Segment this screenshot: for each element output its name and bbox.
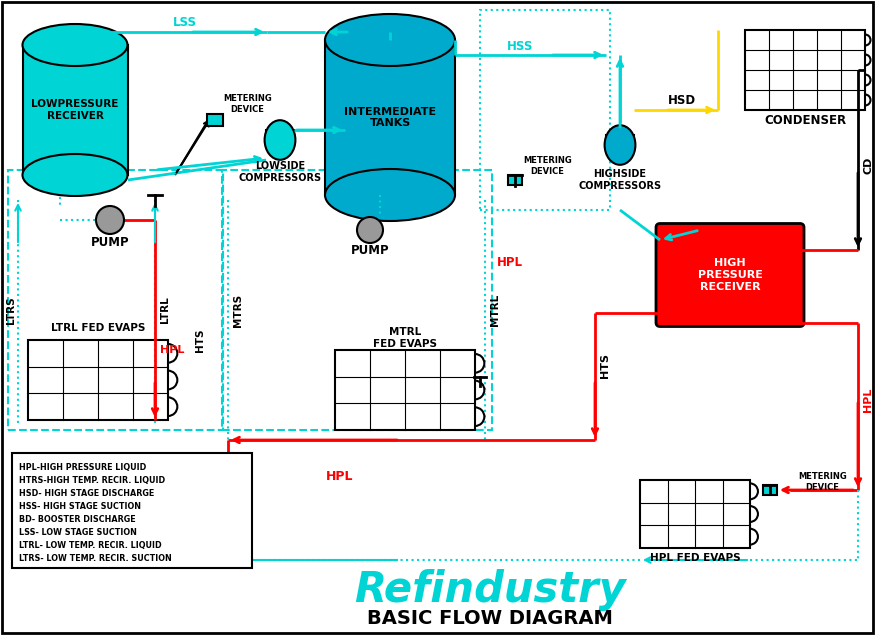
Bar bbox=[28, 340, 168, 420]
Bar bbox=[325, 40, 455, 195]
Circle shape bbox=[357, 217, 383, 243]
Text: HPL: HPL bbox=[497, 255, 523, 269]
Bar bbox=[745, 30, 865, 110]
Ellipse shape bbox=[325, 169, 455, 221]
Text: LOWPRESSURE
RECEIVER: LOWPRESSURE RECEIVER bbox=[31, 99, 119, 121]
Text: BASIC FLOW DIAGRAM: BASIC FLOW DIAGRAM bbox=[368, 608, 612, 627]
Text: HPL-HIGH PRESSURE LIQUID: HPL-HIGH PRESSURE LIQUID bbox=[19, 463, 146, 472]
Bar bbox=[606, 135, 634, 145]
Ellipse shape bbox=[264, 120, 296, 160]
Bar bbox=[640, 480, 750, 548]
Text: HSS: HSS bbox=[507, 39, 533, 53]
Text: HPL: HPL bbox=[863, 388, 873, 412]
Text: MTRS: MTRS bbox=[233, 293, 243, 326]
Text: LTRL FED EVAPS: LTRL FED EVAPS bbox=[51, 323, 145, 333]
Text: LTRS: LTRS bbox=[6, 296, 16, 324]
Text: HPL FED EVAPS: HPL FED EVAPS bbox=[649, 553, 740, 563]
Text: HIGHSIDE
COMPRESSORS: HIGHSIDE COMPRESSORS bbox=[578, 169, 662, 190]
Text: HSD- HIGH STAGE DISCHARGE: HSD- HIGH STAGE DISCHARGE bbox=[19, 489, 154, 498]
Text: PUMP: PUMP bbox=[351, 244, 389, 258]
Text: PUMP: PUMP bbox=[91, 236, 130, 248]
Bar bbox=[763, 485, 777, 495]
Text: LTRS- LOW TEMP. RECIR. SUCTION: LTRS- LOW TEMP. RECIR. SUCTION bbox=[19, 554, 172, 563]
Ellipse shape bbox=[605, 125, 635, 165]
Text: LSS- LOW STAGE SUCTION: LSS- LOW STAGE SUCTION bbox=[19, 528, 136, 537]
Text: HTS: HTS bbox=[195, 328, 205, 352]
Text: CONDENSER: CONDENSER bbox=[764, 114, 846, 126]
Text: HPL: HPL bbox=[160, 345, 185, 355]
Ellipse shape bbox=[23, 154, 128, 196]
Text: BD- BOOSTER DISCHARGE: BD- BOOSTER DISCHARGE bbox=[19, 515, 136, 524]
Text: METERING
DEVICE: METERING DEVICE bbox=[223, 95, 272, 114]
Circle shape bbox=[96, 206, 124, 234]
Text: METERING
DEVICE: METERING DEVICE bbox=[523, 156, 571, 176]
Bar bbox=[508, 175, 522, 185]
Bar bbox=[12, 453, 252, 568]
Text: LTRL- LOW TEMP. RECIR. LIQUID: LTRL- LOW TEMP. RECIR. LIQUID bbox=[19, 541, 162, 550]
Text: LOWSIDE
COMPRESSORS: LOWSIDE COMPRESSORS bbox=[238, 161, 322, 183]
FancyBboxPatch shape bbox=[656, 224, 804, 326]
Text: HTRS-HIGH TEMP. RECIR. LIQUID: HTRS-HIGH TEMP. RECIR. LIQUID bbox=[19, 476, 165, 485]
Text: HPL: HPL bbox=[326, 471, 354, 483]
Text: INTERMEDIATE
TANKS: INTERMEDIATE TANKS bbox=[344, 107, 436, 128]
Text: HIGH
PRESSURE
RECEIVER: HIGH PRESSURE RECEIVER bbox=[697, 258, 762, 291]
Text: MTRL: MTRL bbox=[490, 294, 500, 326]
Bar bbox=[335, 350, 475, 430]
Text: Refindustry: Refindustry bbox=[354, 569, 626, 611]
Bar bbox=[266, 130, 294, 140]
Text: LSS: LSS bbox=[173, 17, 197, 29]
Text: HTS: HTS bbox=[600, 352, 610, 377]
Text: CD: CD bbox=[864, 156, 874, 174]
Text: METERING
DEVICE: METERING DEVICE bbox=[798, 472, 847, 491]
Bar bbox=[8, 170, 223, 430]
Text: MTRL
FED EVAPS: MTRL FED EVAPS bbox=[373, 327, 437, 349]
Bar bbox=[207, 114, 223, 126]
Ellipse shape bbox=[325, 14, 455, 66]
Bar bbox=[480, 10, 610, 210]
Bar bbox=[23, 45, 128, 175]
Bar bbox=[222, 170, 492, 430]
Ellipse shape bbox=[23, 24, 128, 66]
Text: HSD: HSD bbox=[668, 95, 696, 107]
Text: HSS- HIGH STAGE SUCTION: HSS- HIGH STAGE SUCTION bbox=[19, 502, 141, 511]
Text: LTRL: LTRL bbox=[160, 297, 170, 323]
